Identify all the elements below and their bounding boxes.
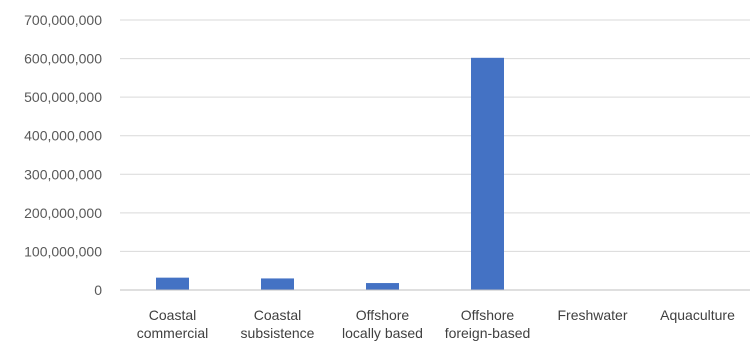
x-category-label-line: locally based bbox=[342, 325, 423, 341]
y-tick-label: 200,000,000 bbox=[24, 205, 102, 221]
y-tick-label: 500,000,000 bbox=[24, 89, 102, 105]
bar bbox=[156, 277, 189, 290]
x-category-label-line: Coastal bbox=[254, 307, 301, 323]
y-tick-label: 300,000,000 bbox=[24, 166, 102, 182]
x-category-label-line: Aquaculture bbox=[660, 307, 735, 323]
x-category-label: Coastal subsistence bbox=[241, 307, 315, 341]
x-category-label: Aquaculture bbox=[660, 307, 735, 323]
x-category-label-line: Freshwater bbox=[557, 307, 627, 323]
bar bbox=[471, 57, 504, 290]
y-tick-label: 0 bbox=[94, 282, 102, 298]
y-axis-tick-labels: 0 100,000,000 200,000,000 300,000,000 400,00… bbox=[24, 12, 102, 298]
y-tick-label: 600,000,000 bbox=[24, 51, 102, 67]
x-category-label-line: Offshore bbox=[356, 307, 410, 323]
gridlines bbox=[120, 19, 750, 252]
bar bbox=[366, 283, 399, 290]
bar bbox=[261, 278, 294, 290]
y-tick-label: 100,000,000 bbox=[24, 243, 102, 259]
x-category-label-line: Offshore bbox=[461, 307, 515, 323]
x-category-label-line: commercial bbox=[137, 325, 209, 341]
y-tick-label: 400,000,000 bbox=[24, 128, 102, 144]
bars bbox=[156, 57, 504, 290]
x-category-label: Offshore foreign-based bbox=[445, 307, 531, 341]
x-category-label-line: subsistence bbox=[241, 325, 315, 341]
y-tick-label: 700,000,000 bbox=[24, 12, 102, 28]
x-category-label: Offshore locally based bbox=[342, 307, 423, 341]
x-category-label: Freshwater bbox=[557, 307, 627, 323]
x-axis-category-labels: Coastal commercial Coastal subsistence Offsh… bbox=[137, 307, 735, 341]
x-category-label-line: Coastal bbox=[149, 307, 196, 323]
x-category-label-line: foreign-based bbox=[445, 325, 531, 341]
x-category-label: Coastal commercial bbox=[137, 307, 209, 341]
